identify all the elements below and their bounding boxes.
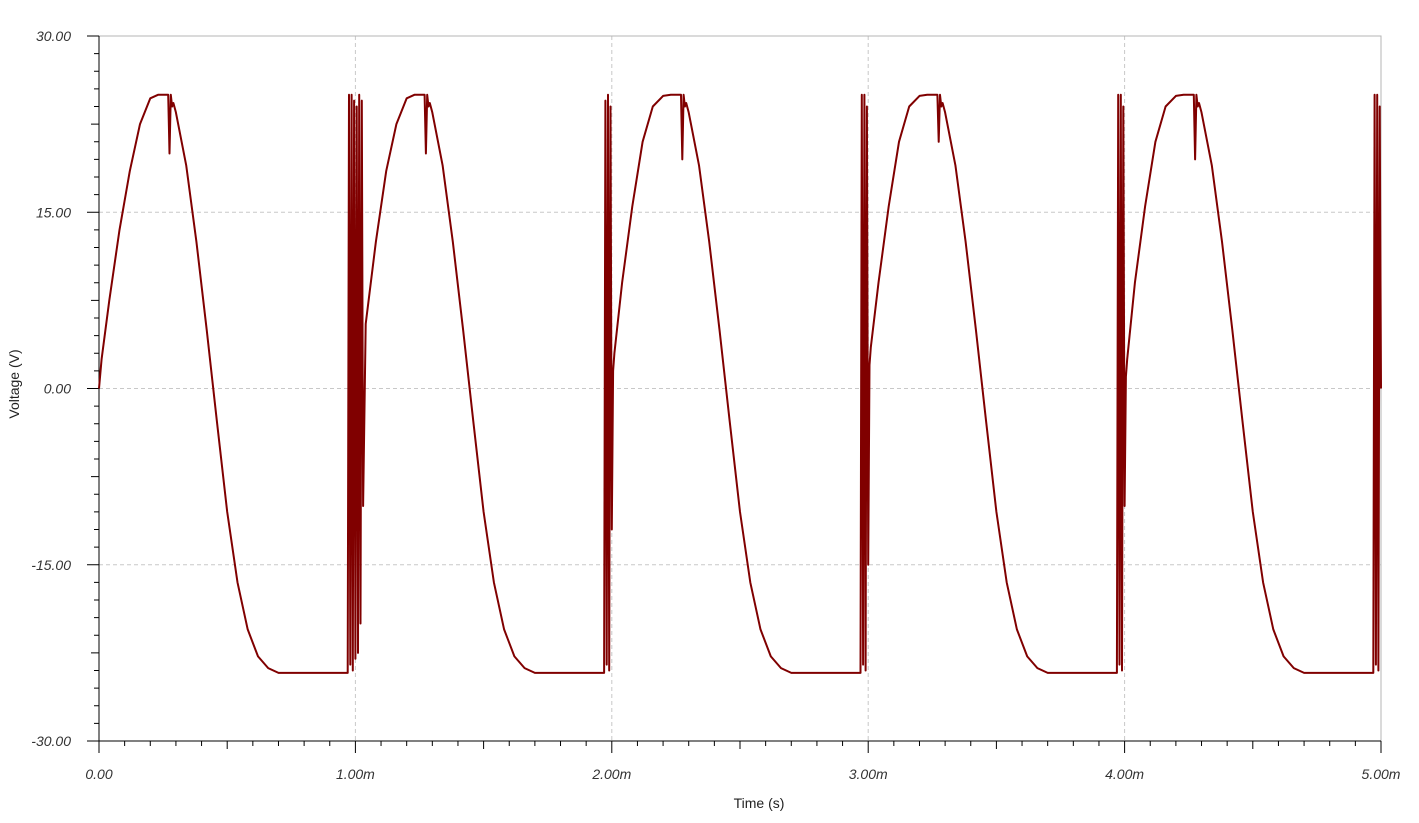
x-tick-label-1: 1.00m: [336, 766, 375, 782]
x-tick-label-0: 0.00: [85, 766, 112, 782]
y-tick-label-4: -30.00: [31, 733, 71, 749]
y-axis-title: Voltage (V): [6, 349, 22, 418]
y-tick-label-0: 30.00: [36, 28, 71, 44]
tick-marks: [87, 35, 1382, 753]
y-tick-label-1: 15.00: [36, 204, 71, 220]
x-tick-label-4: 4.00m: [1105, 766, 1144, 782]
y-tick-label-2: 0.00: [44, 381, 71, 397]
tick-labels: 0.00 1.00m 2.00m 3.00m 4.00m 5.00m 30.00 15.00 0…: [31, 28, 1400, 782]
x-tick-label-2: 2.00m: [591, 766, 631, 782]
x-tick-label-3: 3.00m: [849, 766, 888, 782]
y-tick-label-3: -15.00: [31, 557, 71, 573]
x-axis-title: Time (s): [734, 795, 785, 811]
series-line-0: [98, 93, 1382, 674]
x-tick-label-5: 5.00m: [1362, 766, 1401, 782]
series-layer: [98, 93, 1382, 674]
